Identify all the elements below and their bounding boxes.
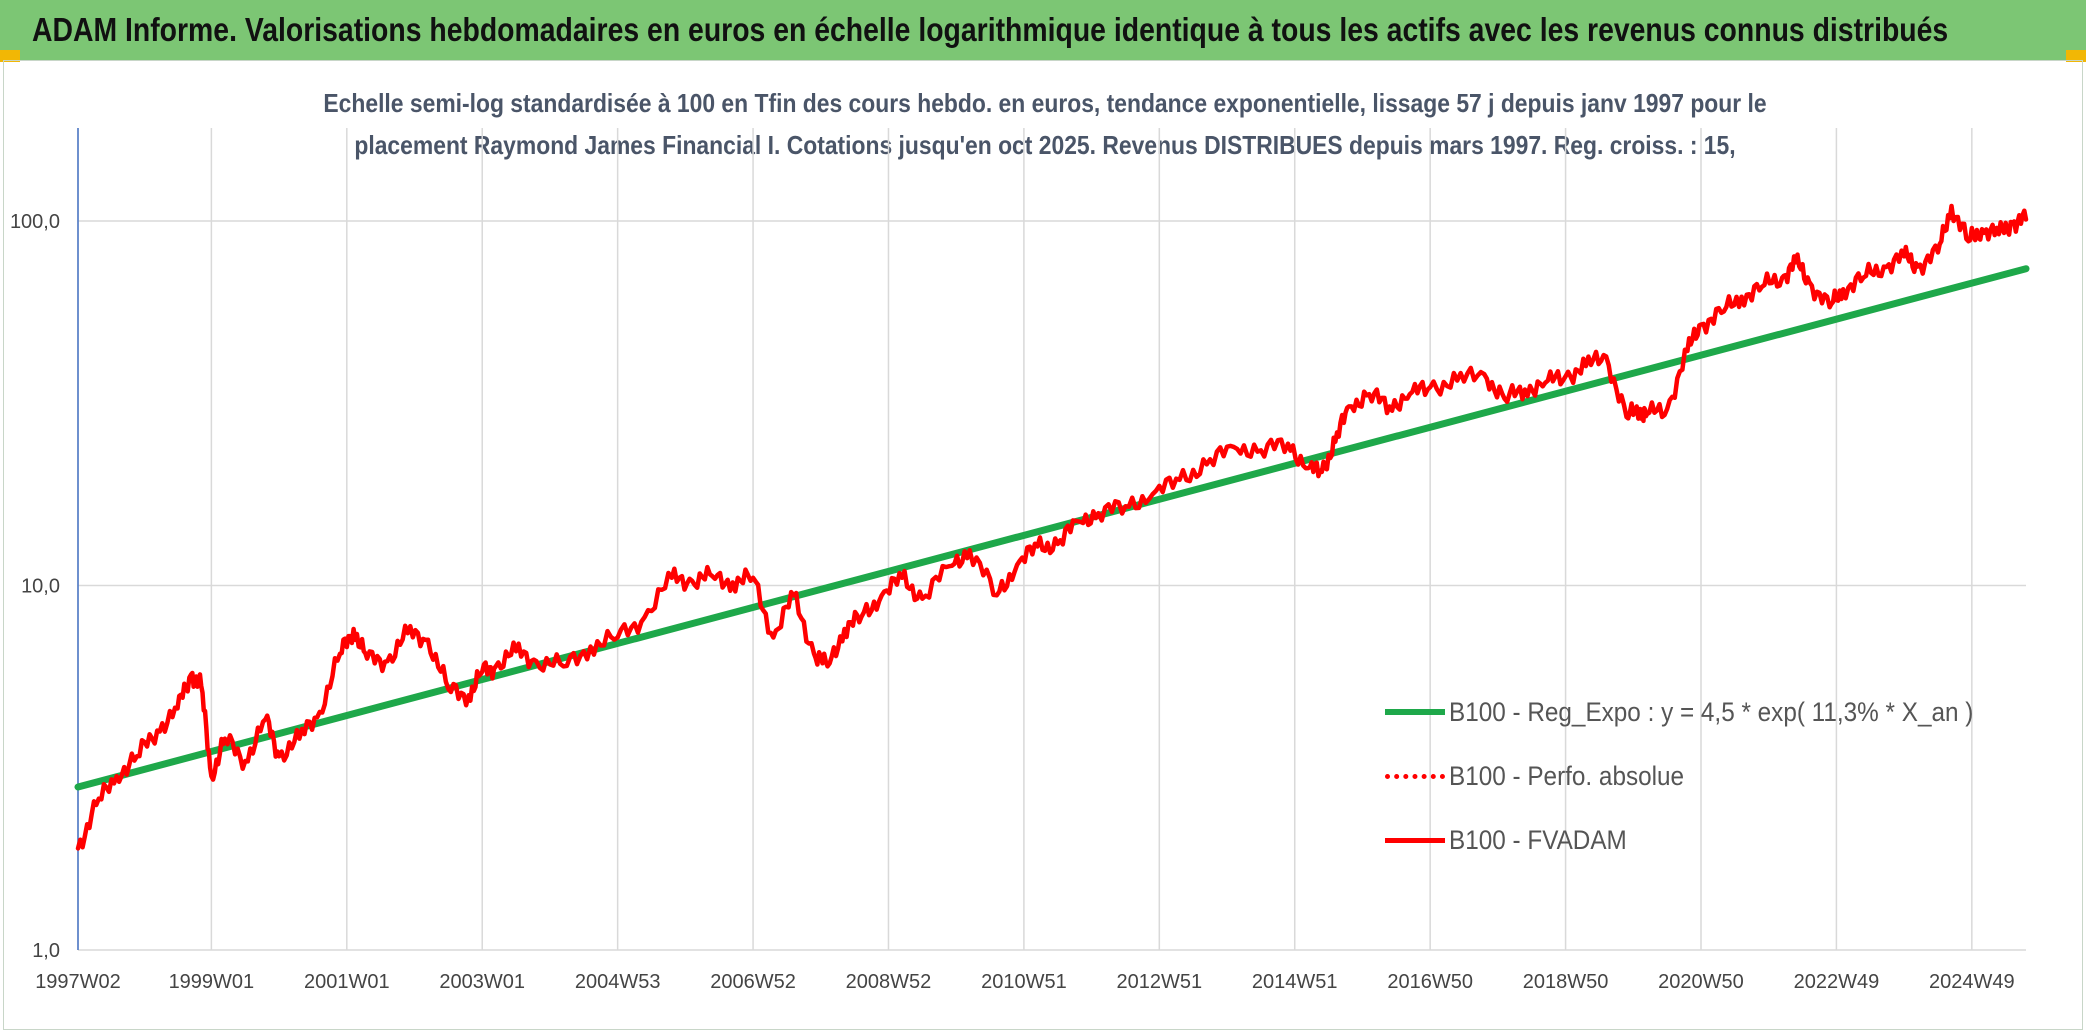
x-tick-label: 2016W50 xyxy=(1387,971,1473,993)
chart-title-line2: placement Raymond James Financial I. Cot… xyxy=(354,130,1736,160)
legend-label-perfo: B100 - Perfo. absolue xyxy=(1449,760,1685,791)
y-tick-label: 1,0 xyxy=(32,940,60,962)
legend-swatch-fvadam xyxy=(1385,837,1445,843)
legend-item-fvadam: B100 - FVADAM xyxy=(1385,808,2032,872)
x-tick-label: 2024W49 xyxy=(1929,971,2015,993)
x-tick-label: 2003W01 xyxy=(439,971,525,993)
legend-label-regression: B100 - Reg_Expo : y = 4,5 * exp( 11,3% *… xyxy=(1449,696,1974,727)
header-title: ADAM Informe. Valorisations hebdomadaire… xyxy=(32,11,1949,48)
corner-marker-right xyxy=(2066,50,2086,62)
x-tick-label: 2018W50 xyxy=(1523,971,1609,993)
x-tick-label: 2006W52 xyxy=(710,971,796,993)
x-tick-label: 2012W51 xyxy=(1117,971,1203,993)
y-tick-label: 10,0 xyxy=(21,576,60,598)
chart-legend: B100 - Reg_Expo : y = 4,5 * exp( 11,3% *… xyxy=(1385,680,2032,872)
x-tick-label: 2001W01 xyxy=(304,971,390,993)
chart-title: Echelle semi-log standardisée à 100 en T… xyxy=(150,82,1940,166)
series-line-fvadam xyxy=(75,203,2029,851)
series-line-regression xyxy=(74,265,2030,791)
legend-item-perfo: B100 - Perfo. absolue xyxy=(1385,744,2032,808)
corner-marker-left xyxy=(0,50,20,62)
legend-swatch-perfo xyxy=(1385,773,1445,779)
legend-label-fvadam: B100 - FVADAM xyxy=(1449,824,1627,855)
x-tick-label: 2022W49 xyxy=(1794,971,1880,993)
legend-item-regression: B100 - Reg_Expo : y = 4,5 * exp( 11,3% *… xyxy=(1385,680,2032,744)
x-tick-label: 1999W01 xyxy=(169,971,255,993)
x-tick-label: 2010W51 xyxy=(981,971,1067,993)
x-tick-label: 1997W02 xyxy=(35,971,121,993)
x-tick-label: 2014W51 xyxy=(1252,971,1338,993)
chart-frame xyxy=(3,60,2083,1030)
x-tick-label: 2020W50 xyxy=(1658,971,1744,993)
legend-swatch-regression xyxy=(1385,709,1445,715)
x-tick-label: 2004W53 xyxy=(575,971,661,993)
x-tick-label: 2008W52 xyxy=(846,971,932,993)
header-bar: ADAM Informe. Valorisations hebdomadaire… xyxy=(0,0,2086,60)
y-tick-label: 100,0 xyxy=(10,211,60,233)
chart-title-line1: Echelle semi-log standardisée à 100 en T… xyxy=(323,88,1767,118)
